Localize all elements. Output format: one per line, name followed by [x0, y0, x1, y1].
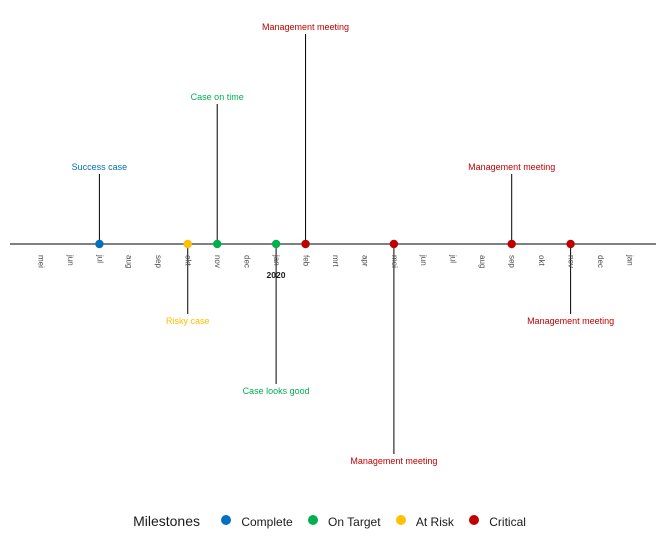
- month-tick-14: jul: [449, 254, 458, 263]
- milestone-label-risky-case-1: Risky case: [166, 316, 210, 326]
- legend-item-on-target: On Target: [308, 514, 381, 529]
- milestone-label-management-meeting-4: Management meeting: [262, 22, 349, 32]
- milestone-point-7: [566, 239, 575, 249]
- month-tick-5: okt: [184, 255, 193, 266]
- milestone-label-case-on-time-2: Case on time: [191, 92, 244, 102]
- legend: Milestones Complete On Target At Risk Cr…: [0, 513, 665, 529]
- legend-label-on-target: On Target: [328, 514, 381, 529]
- milestone-label-case-looks-good-3: Case looks good: [243, 386, 310, 396]
- legend-swatch-on-target: [308, 515, 319, 526]
- milestone-label-success-case-0: Success case: [72, 162, 128, 172]
- legend-item-at-risk: At Risk: [395, 514, 454, 529]
- month-tick-15: aug: [478, 255, 487, 268]
- month-tick-20: jan: [625, 254, 634, 266]
- milestone-label-management-meeting-5: Management meeting: [350, 456, 437, 466]
- legend-swatch-critical: [469, 515, 480, 526]
- month-tick-6: nov: [213, 255, 222, 268]
- legend-label-critical: Critical: [489, 514, 526, 529]
- month-tick-9: feb: [301, 255, 310, 267]
- legend-swatch-at-risk: [395, 515, 406, 526]
- month-tick-8: jan: [272, 254, 281, 266]
- milestone-point-0: [95, 239, 104, 249]
- milestone-point-1: [183, 239, 192, 249]
- month-tick-4: sep: [154, 255, 163, 268]
- legend-title: Milestones: [133, 513, 200, 529]
- month-tick-18: nov: [566, 255, 575, 268]
- milestone-label-management-meeting-6: Management meeting: [468, 162, 555, 172]
- month-tick-7: dec: [243, 255, 252, 268]
- month-tick-12: mei: [390, 255, 399, 268]
- milestone-point-6: [507, 239, 516, 249]
- legend-item-complete: Complete: [221, 514, 293, 529]
- month-tick-10: mrt: [331, 255, 340, 267]
- legend-label-complete: Complete: [241, 514, 293, 529]
- month-tick-3: aug: [125, 255, 134, 268]
- month-tick-16: sep: [508, 255, 517, 268]
- month-tick-1: jun: [66, 254, 75, 266]
- timeline-chart: mei jun jul aug sep okt nov dec jan feb mrt apr mei j…: [10, 22, 656, 466]
- month-tick-11: apr: [360, 255, 369, 267]
- legend-swatch-complete: [221, 515, 232, 526]
- milestone-point-2: [213, 239, 222, 249]
- milestone-point-3: [271, 239, 281, 249]
- month-tick-17: okt: [537, 255, 546, 266]
- milestone-point-5: [389, 239, 399, 249]
- month-tick-2: jul: [95, 254, 104, 263]
- legend-item-critical: Critical: [469, 514, 526, 529]
- month-tick-0: mei: [36, 255, 45, 268]
- milestone-point-4: [301, 239, 310, 249]
- milestone-label-management-meeting-7: Management meeting: [527, 316, 614, 326]
- legend-label-at-risk: At Risk: [415, 514, 454, 529]
- month-tick-19: dec: [596, 255, 605, 268]
- month-tick-13: jun: [419, 254, 428, 266]
- year-label: 2020: [267, 270, 286, 280]
